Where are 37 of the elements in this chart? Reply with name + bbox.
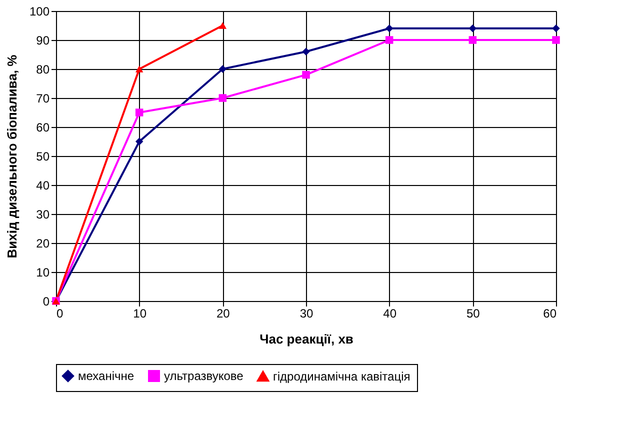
y-tick-label: 60 (36, 120, 50, 134)
point (135, 108, 144, 116)
y-tick-label: 20 (36, 236, 50, 250)
point (302, 70, 310, 79)
x-tick-label: 0 (56, 306, 64, 320)
point (552, 36, 560, 44)
point (135, 66, 144, 72)
point (385, 36, 394, 44)
legend-label: ультразвукове (164, 369, 244, 383)
y-tick-label: 80 (36, 62, 50, 76)
x-axis-title: Час реакції, хв (260, 332, 354, 346)
point (135, 138, 144, 146)
y-tick-label: 0 (42, 294, 50, 308)
x-tick-label: 60 (543, 306, 557, 320)
point (468, 36, 477, 44)
y-axis-title: Вихід дизельного біопалива, % (4, 54, 20, 258)
point (218, 22, 227, 29)
x-tick-label: 10 (133, 306, 147, 320)
point (302, 48, 310, 56)
point (218, 94, 227, 102)
y-tick-label: 40 (36, 178, 50, 192)
x-tick-label: 20 (216, 306, 230, 320)
legend-label: механічне (78, 369, 134, 383)
y-tick-label: 70 (36, 92, 50, 106)
legend-label: гідродинамічна кавітація (273, 369, 410, 384)
y-tick-label: 90 (36, 34, 50, 48)
x-tick-label: 40 (383, 306, 397, 320)
x-tick-label: 50 (466, 306, 480, 320)
point (218, 65, 227, 73)
y-tick-label: 30 (36, 208, 50, 222)
y-tick-label: 50 (36, 150, 50, 164)
point (552, 24, 560, 32)
point (468, 24, 477, 32)
y-tick-label: 10 (36, 266, 50, 280)
point (385, 24, 394, 32)
y-tick-label: 100 (29, 4, 50, 18)
x-tick-label: 30 (300, 306, 314, 320)
